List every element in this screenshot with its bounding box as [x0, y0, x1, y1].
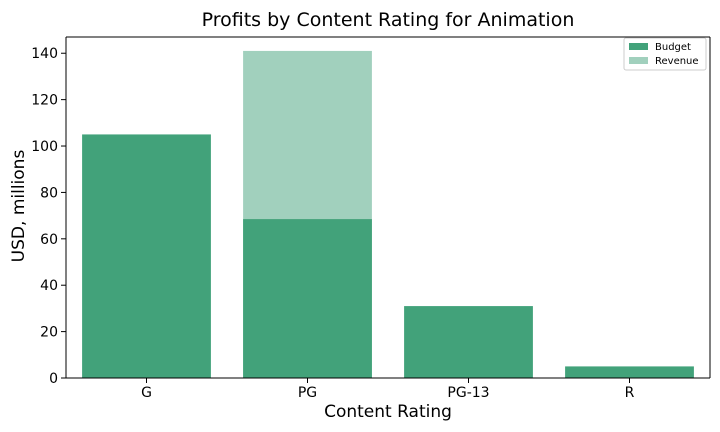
y-tick-label: 140	[31, 46, 58, 62]
bar-budget-r	[565, 366, 694, 378]
bar-budget-pg	[243, 219, 372, 378]
x-tick-label: G	[141, 385, 152, 401]
chart-title: Profits by Content Rating for Animation	[202, 9, 575, 31]
y-tick-label: 0	[49, 371, 58, 387]
bar-budget-pg-13	[404, 306, 533, 378]
legend-swatch-revenue	[629, 57, 648, 64]
x-axis-label: Content Rating	[324, 402, 452, 422]
x-tick-label: PG	[298, 385, 317, 401]
y-tick-label: 80	[40, 185, 58, 201]
y-tick-label: 100	[31, 139, 58, 155]
y-tick-label: 40	[40, 278, 58, 294]
legend-label-budget: Budget	[655, 42, 691, 53]
x-tick-label: R	[625, 385, 635, 401]
y-tick-label: 20	[40, 325, 58, 341]
legend-swatch-budget	[629, 43, 648, 50]
y-axis-label: USD, millions	[9, 150, 29, 263]
legend: Budget Revenue	[623, 37, 707, 71]
bar-budget-g	[82, 134, 211, 378]
axes-layer: 0 20 40 60 80 100 120 140 G PG PG-13 R	[31, 36, 711, 401]
y-tick-label: 120	[31, 93, 58, 109]
legend-label-revenue: Revenue	[655, 56, 699, 67]
x-tick-label: PG-13	[447, 385, 489, 401]
bars-layer	[82, 50, 694, 378]
y-tick-label: 60	[40, 232, 58, 248]
